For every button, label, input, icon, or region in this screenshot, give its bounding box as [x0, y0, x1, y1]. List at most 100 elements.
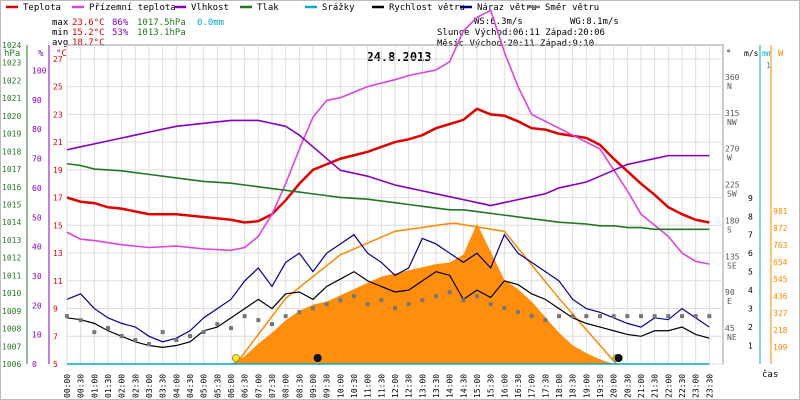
x-tick-label: 09:30 [323, 374, 332, 398]
axis-pct-tick: 30 [32, 272, 42, 281]
axis-hpa-tick: 1015 [2, 201, 21, 210]
axis-ms-tick: 3 [748, 305, 753, 314]
axis-degc-tick: 17 [53, 194, 63, 203]
axis-mm-tick: 1 [766, 61, 771, 70]
series-line-3 [66, 162, 710, 231]
chart-title: 24.8.2013 [366, 50, 431, 64]
axis-degc-tick: 25 [53, 83, 63, 92]
stats-max-press: 1017.5hPa [137, 18, 186, 28]
stats-max-rain: 0.0mm [197, 18, 224, 28]
axis-w-tick: 545 [773, 275, 788, 284]
x-tick-label: 12:00 [391, 374, 400, 398]
x-tick-label: 05:00 [200, 374, 209, 398]
x-tick-label: 02:00 [118, 374, 127, 398]
series-line-5 [66, 233, 710, 343]
wind-direction-point [106, 326, 110, 331]
stats-avg-label: avg [52, 38, 68, 48]
wind-direction-point [543, 318, 548, 323]
wind-direction-point [570, 314, 575, 319]
axis-w-tick: 218 [773, 326, 788, 335]
wind-direction-point [475, 294, 479, 299]
axis-dir-cardinal: NE [727, 333, 737, 342]
axis-w-tick: 327 [773, 309, 788, 318]
legend-label-7: Směr větru [545, 3, 599, 13]
x-tick-label: 23:30 [705, 374, 714, 398]
x-tick-label: 10:30 [350, 374, 359, 398]
x-tick-label: 04:30 [186, 374, 195, 398]
x-tick-label: 06:00 [227, 374, 236, 398]
x-tick-label: 15:30 [487, 374, 496, 398]
x-tick-label: 21:00 [637, 374, 646, 398]
x-tick-label: 08:00 [282, 374, 291, 398]
wind-direction-point [147, 342, 151, 347]
x-tick-label: 05:30 [213, 374, 222, 398]
axis-dir-cardinal: SW [727, 190, 737, 199]
wind-direction-point [598, 314, 602, 319]
axis-w-tick: 654 [773, 258, 788, 267]
x-tick-label: 11:30 [377, 374, 386, 398]
x-tick-label: 15:00 [473, 374, 482, 398]
axis-degc-tick: 11 [53, 277, 63, 286]
axis-dir-tick: 270 [725, 145, 740, 154]
axis-hpa-tick: 1007 [2, 342, 21, 351]
wind-direction-point [707, 314, 712, 319]
wind-direction-point [201, 330, 206, 335]
wind-direction-point [461, 298, 466, 303]
x-tick-label: 22:00 [664, 374, 673, 398]
axis-hpa-tick: 1020 [2, 112, 21, 121]
x-tick-label: 17:00 [528, 374, 537, 398]
wind-direction-point [119, 334, 124, 339]
wind-direction-point [283, 314, 288, 319]
axis-w-tick: 109 [773, 343, 788, 352]
sun-marker [232, 354, 240, 362]
axis-w-tick: 872 [773, 224, 788, 233]
axis-ms-tick: 9 [748, 194, 753, 203]
x-tick-label: 07:00 [254, 374, 263, 398]
stats-max-hum: 86% [112, 18, 129, 28]
stats-min-label: min [52, 28, 68, 38]
wind-direction-point [338, 298, 343, 303]
axis-hpa-tick: 1022 [2, 76, 21, 85]
axis-pct-tick: 90 [32, 96, 42, 105]
x-tick-label: 07:30 [268, 374, 277, 398]
wind-direction-point [693, 314, 698, 319]
stats-min-temp: 15.2°C [72, 28, 105, 38]
axis-degc-unit: °C [56, 49, 67, 59]
axis-hpa-tick: 1024 [2, 41, 21, 50]
axis-hpa-tick: 1013 [2, 236, 21, 245]
legend-label-2: Vlhkost [191, 3, 229, 13]
wind-direction-point [160, 330, 165, 335]
axis-dir-cardinal: NW [727, 118, 737, 127]
x-tick-label: 02:30 [131, 374, 140, 398]
wind-direction-point [65, 314, 69, 319]
wind-direction-point [584, 314, 589, 319]
axis-w-tick: 763 [773, 241, 788, 250]
axis-ms-tick: 7 [748, 231, 753, 240]
axis-hpa-tick: 1019 [2, 130, 21, 139]
axis-degc-tick: 5 [53, 360, 58, 369]
axis-hpa-tick: 1012 [2, 254, 21, 263]
moon-marker [313, 354, 322, 362]
wind-direction-point [92, 330, 97, 335]
axis-hpa-tick: 1021 [2, 94, 21, 103]
wind-direction-point [393, 306, 397, 311]
axis-hpa-tick: 1016 [2, 183, 21, 192]
axis-hpa-tick: 1011 [2, 271, 21, 280]
axis-dir-cardinal: W [727, 154, 732, 163]
wind-direction-point [420, 298, 425, 303]
axis-hpa-tick: 1018 [2, 147, 21, 156]
axis-dir-tick: 360 [725, 73, 740, 82]
info-wg: WG:8.1m/s [570, 17, 619, 27]
legend-label-0: Teplota [23, 3, 61, 13]
info-ws: WS:6.3m/s [474, 17, 523, 27]
axis-pct-tick: 70 [32, 155, 42, 164]
wind-direction-point [488, 302, 493, 307]
axis-pct-tick: 80 [32, 125, 42, 134]
x-tick-label: 08:30 [295, 374, 304, 398]
x-tick-label: 00:00 [63, 374, 72, 398]
wind-direction-point [406, 302, 411, 307]
axis-pct-tick: 100 [32, 67, 47, 76]
axis-dir-cardinal: N [727, 82, 732, 91]
axis-degc-tick: 13 [53, 249, 63, 258]
